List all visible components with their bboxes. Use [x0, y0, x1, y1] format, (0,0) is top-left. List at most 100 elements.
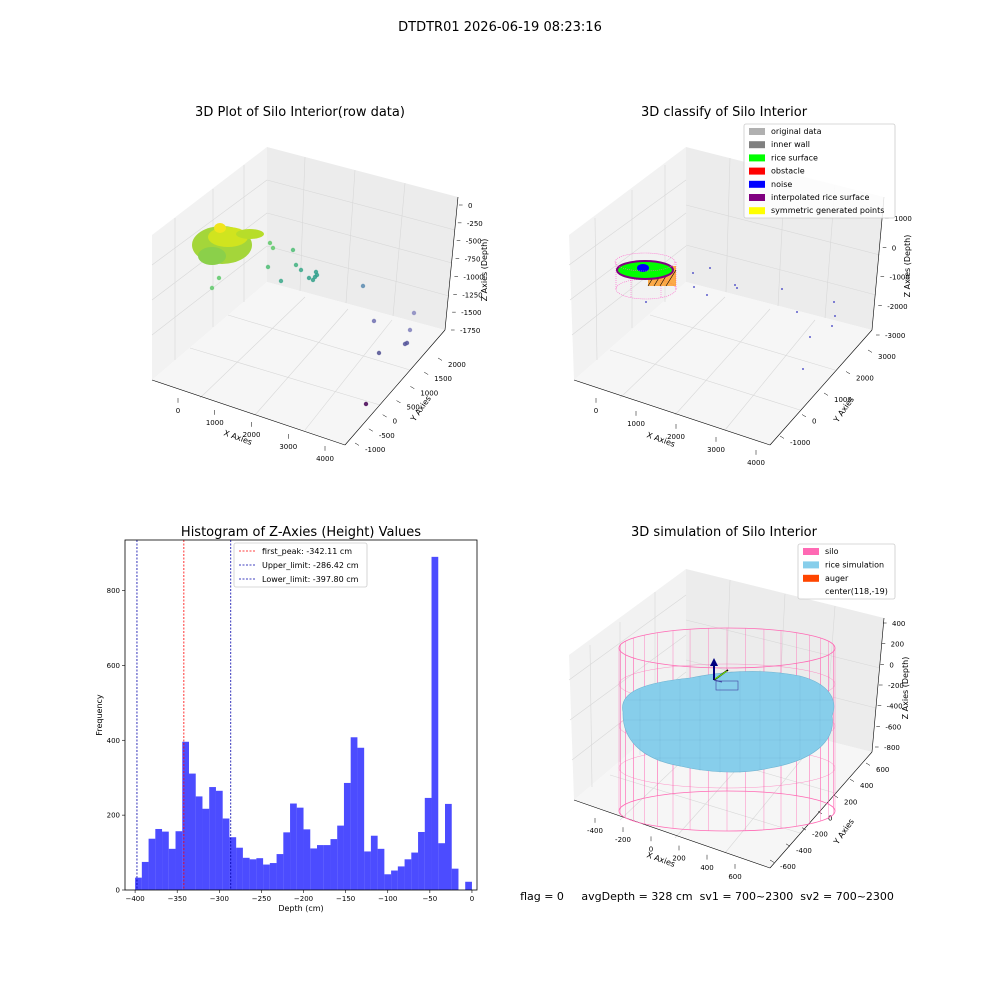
raw-y-tick-label: 1000: [420, 389, 438, 397]
simulation-y-tick-mark: [833, 795, 839, 798]
raw-data-point: [312, 274, 318, 280]
classify-legend-label: obstacle: [771, 167, 805, 176]
raw-cloud-blob: [214, 223, 226, 233]
histogram-x-tick-label: −400: [125, 895, 144, 903]
raw-z-tick-label: -1500: [461, 309, 481, 317]
simulation-z-tick-label: 0: [889, 661, 893, 669]
classify-legend-swatch: [749, 167, 765, 175]
classify-noise-cluster: [637, 264, 649, 272]
classify-z-tick-label: -1000: [890, 274, 910, 282]
simulation-x-tick-label: 400: [700, 864, 713, 872]
raw-data-point: [216, 275, 222, 281]
histogram-bar: [276, 854, 284, 890]
raw-z-tick-label: -500: [466, 238, 482, 246]
simulation-legend-label: rice simulation: [825, 560, 884, 569]
classify-legend-label: inner wall: [771, 140, 810, 149]
histogram-bar: [357, 747, 365, 890]
simulation-y-tick-label: -600: [780, 863, 796, 871]
histogram-bar: [323, 845, 331, 890]
raw-data-point: [298, 267, 304, 273]
histogram-title: Histogram of Z-Axies (Height) Values: [181, 525, 421, 540]
histogram-y-tick-label: 200: [107, 812, 120, 820]
raw-cloud-blob: [236, 229, 264, 239]
histogram-bar: [296, 807, 304, 890]
raw-data-point: [265, 264, 271, 270]
simulation-x-tick-label: 200: [672, 855, 685, 863]
classify-legend-frame: [743, 123, 896, 219]
raw-3d-title: 3D Plot of Silo Interior(row data): [195, 105, 405, 120]
classify-noise-point: [736, 287, 738, 289]
classify-noise-point: [693, 286, 695, 288]
simulation-x-tick-label: 0: [649, 845, 653, 853]
simulation-z-tick-label: -800: [884, 744, 900, 752]
classify-silo-cloud: [614, 252, 836, 370]
classify-noise-point: [706, 294, 708, 296]
histogram-bar: [391, 870, 398, 890]
histogram-bar: [404, 859, 412, 890]
simulation-xlabel: X Axies: [645, 850, 676, 869]
raw-data-point: [371, 318, 377, 324]
raw-grid: [151, 156, 456, 431]
sim-silo-top-ring: [618, 627, 836, 669]
simulation-z-tick-label: 200: [891, 641, 904, 649]
classify-noise-point: [734, 284, 736, 286]
raw-x-tick-label: 3000: [279, 443, 297, 451]
histogram-x-tick-label: −350: [168, 895, 187, 903]
histogram-y-tick-label: 800: [107, 587, 120, 595]
classify-legend-label: rice surface: [771, 153, 818, 162]
histogram-legend-label: first_peak: -342.11 cm: [262, 547, 352, 556]
raw-z-tick-label: -1000: [463, 273, 483, 281]
raw-z-tick-label: -250: [467, 220, 483, 228]
simulation-y-tick-label: -200: [812, 831, 828, 839]
histogram-bar: [182, 741, 189, 890]
raw-data-point: [306, 275, 312, 281]
classify-x-tick-label: 4000: [747, 459, 765, 467]
histogram-x-tick-label: −250: [252, 895, 271, 903]
raw-z-tick-label: -750: [465, 256, 481, 264]
histogram-bar: [263, 864, 270, 890]
histogram-bar: [269, 863, 277, 890]
histogram-x-tick-label: −50: [422, 895, 437, 903]
classify-legend-swatch: [749, 154, 765, 162]
simulation-x-tick-label: -400: [587, 827, 603, 835]
histogram-bar: [249, 859, 257, 890]
simulation-y-tick-label: -400: [796, 847, 812, 855]
classify-noise-point: [709, 267, 711, 269]
histogram-bar: [317, 845, 324, 890]
simulation-z-tick-label: 400: [892, 620, 905, 628]
raw-y-tick-mark: [410, 386, 415, 389]
simulation-legend-swatch: [803, 548, 819, 555]
raw-data-point: [404, 340, 410, 346]
classify-y-tick-mark: [845, 371, 851, 375]
histogram-xlabel: Depth (cm): [278, 904, 323, 913]
classify-grid: [568, 157, 881, 431]
status-line: flag = 0 avgDepth = 328 cm sv1 = 700~230…: [520, 890, 894, 903]
raw-z-tick-label: 0: [468, 202, 472, 210]
histogram-bar: [424, 797, 432, 890]
simulation-x-tick-label: 600: [728, 873, 741, 881]
classify-legend: original data inner wall rice surface obsta…: [743, 123, 896, 219]
raw-data-point: [376, 350, 382, 356]
raw-y-tick-mark: [437, 357, 443, 361]
classify-y-tick-label: 1000: [834, 396, 852, 404]
sim-rice-surface: [622, 671, 835, 773]
classify-legend-swatch: [749, 180, 765, 188]
simulation-y-tick-mark: [801, 827, 807, 831]
raw-3d-panel: 3D Plot of Silo Interior(row data) 0 1000…: [151, 105, 489, 463]
classify-x-tick-label: 1000: [627, 420, 645, 428]
simulation-y-tick-mark: [785, 843, 791, 847]
classify-z-tick-label: 1000: [894, 215, 912, 223]
histogram-bar: [350, 737, 358, 890]
classify-legend-label: noise: [771, 180, 792, 189]
raw-x-tick-label: 1000: [206, 419, 224, 427]
histogram-y-tick-label: 600: [107, 662, 120, 670]
raw-data-point: [363, 401, 369, 407]
histogram-bar: [330, 839, 338, 890]
sim-silo-bottom-ring: [618, 790, 836, 832]
histogram-legend-label: Upper_limit: -286.42 cm: [262, 561, 359, 570]
raw-data-point: [290, 247, 296, 253]
classify-noise-point: [796, 311, 798, 313]
simulation-y-tick-mark: [865, 762, 871, 766]
histogram-bar: [148, 838, 156, 890]
